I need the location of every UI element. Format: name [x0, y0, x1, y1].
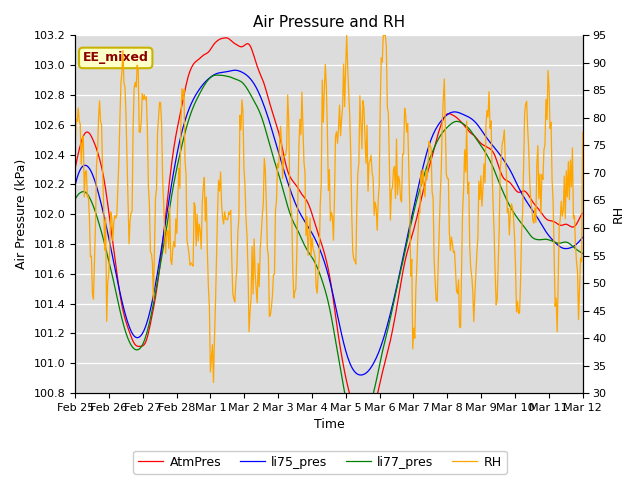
AtmPres [489, 149, 497, 155]
X-axis label: Time: Time [314, 419, 344, 432]
li75_pres [357, 372, 365, 378]
RH [489, 202, 497, 207]
AtmPres [376, 383, 383, 389]
li77_pres [579, 251, 586, 256]
AtmPres [222, 35, 230, 41]
RH [568, 145, 576, 151]
RH [579, 129, 586, 135]
RH [348, 211, 356, 217]
Title: Air Pressure and RH: Air Pressure and RH [253, 15, 405, 30]
li75_pres [314, 240, 321, 246]
li77_pres [489, 165, 497, 170]
AtmPres [316, 237, 324, 243]
Line: li75_pres: li75_pres [75, 70, 582, 375]
AtmPres [361, 421, 369, 427]
AtmPres [314, 228, 321, 233]
li77_pres [354, 422, 362, 428]
AtmPres [579, 210, 586, 216]
li77_pres [347, 413, 355, 419]
li75_pres [489, 143, 497, 149]
RH [314, 290, 321, 296]
AtmPres [71, 166, 79, 171]
Y-axis label: Air Pressure (kPa): Air Pressure (kPa) [15, 159, 28, 269]
li77_pres [568, 243, 576, 249]
li75_pres [316, 248, 324, 253]
li75_pres [579, 234, 586, 240]
AtmPres [347, 395, 355, 401]
li77_pres [376, 364, 383, 370]
Legend: AtmPres, li75_pres, li77_pres, RH: AtmPres, li75_pres, li77_pres, RH [133, 451, 507, 474]
RH [376, 183, 383, 189]
li75_pres [376, 348, 383, 354]
li77_pres [314, 264, 321, 270]
Y-axis label: RH: RH [612, 205, 625, 223]
li75_pres [71, 182, 79, 188]
Line: AtmPres: AtmPres [75, 38, 582, 424]
RH [343, 33, 351, 38]
li77_pres [316, 272, 324, 278]
Line: RH: RH [75, 36, 582, 383]
li75_pres [568, 244, 576, 250]
RH [71, 148, 79, 154]
li77_pres [71, 197, 79, 203]
Text: EE_mixed: EE_mixed [83, 51, 148, 64]
li75_pres [347, 362, 355, 368]
li77_pres [212, 72, 220, 78]
li75_pres [231, 67, 239, 73]
RH [210, 380, 218, 385]
RH [316, 203, 324, 208]
AtmPres [568, 224, 576, 230]
Line: li77_pres: li77_pres [75, 75, 582, 425]
